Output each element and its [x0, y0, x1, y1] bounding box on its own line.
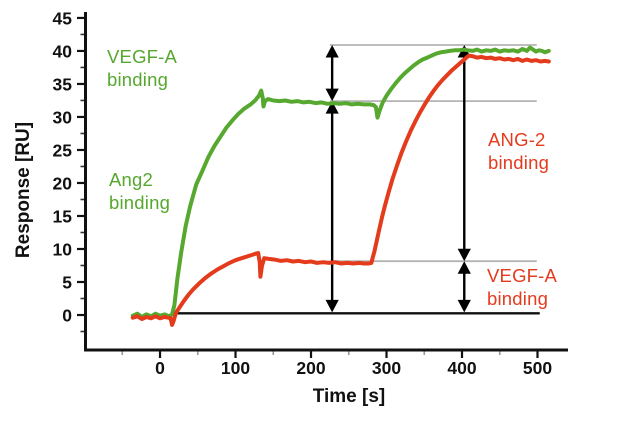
x-tick-label: 200 [296, 358, 325, 378]
y-tick-label: 30 [53, 107, 73, 127]
x-tick-label: 0 [155, 358, 165, 378]
red-vegfa-binding-label: VEGF-A binding [487, 265, 557, 309]
y-tick-label: 5 [62, 273, 72, 293]
red-ang2-binding-label: ANG-2 binding [488, 129, 550, 173]
y-tick-label: 10 [53, 239, 73, 259]
y-tick-label: 40 [53, 41, 73, 61]
x-axis-title: Time [s] [312, 386, 386, 407]
green-vegfa-binding-label: VEGF-A binding [107, 46, 177, 90]
x-tick-label: 100 [221, 358, 250, 378]
arrowhead-up-icon [457, 261, 471, 274]
x-tick-label: 300 [372, 358, 401, 378]
y-tick-label: 20 [53, 173, 73, 193]
y-tick-label: 45 [53, 8, 73, 28]
y-tick-label: 35 [53, 74, 73, 94]
x-tick-label: 500 [523, 358, 552, 378]
y-axis-title: Response [RU] [13, 121, 34, 259]
sensorgram-curve-green [130, 45, 551, 319]
x-tick-label: 400 [447, 358, 476, 378]
arrowhead-down-icon [457, 299, 471, 313]
y-tick-label: 25 [53, 140, 73, 160]
arrowhead-up-icon [325, 45, 339, 58]
y-tick-label: 15 [53, 206, 73, 226]
arrowhead-down-icon [457, 248, 471, 262]
y-tick-label: 0 [62, 306, 72, 326]
arrowhead-up-icon [325, 101, 339, 114]
sensorgram-curve-red [130, 53, 551, 327]
arrowhead-down-icon [325, 299, 339, 313]
arrowhead-down-icon [325, 88, 339, 102]
green-ang2-binding-label: Ang2 binding [109, 169, 171, 213]
